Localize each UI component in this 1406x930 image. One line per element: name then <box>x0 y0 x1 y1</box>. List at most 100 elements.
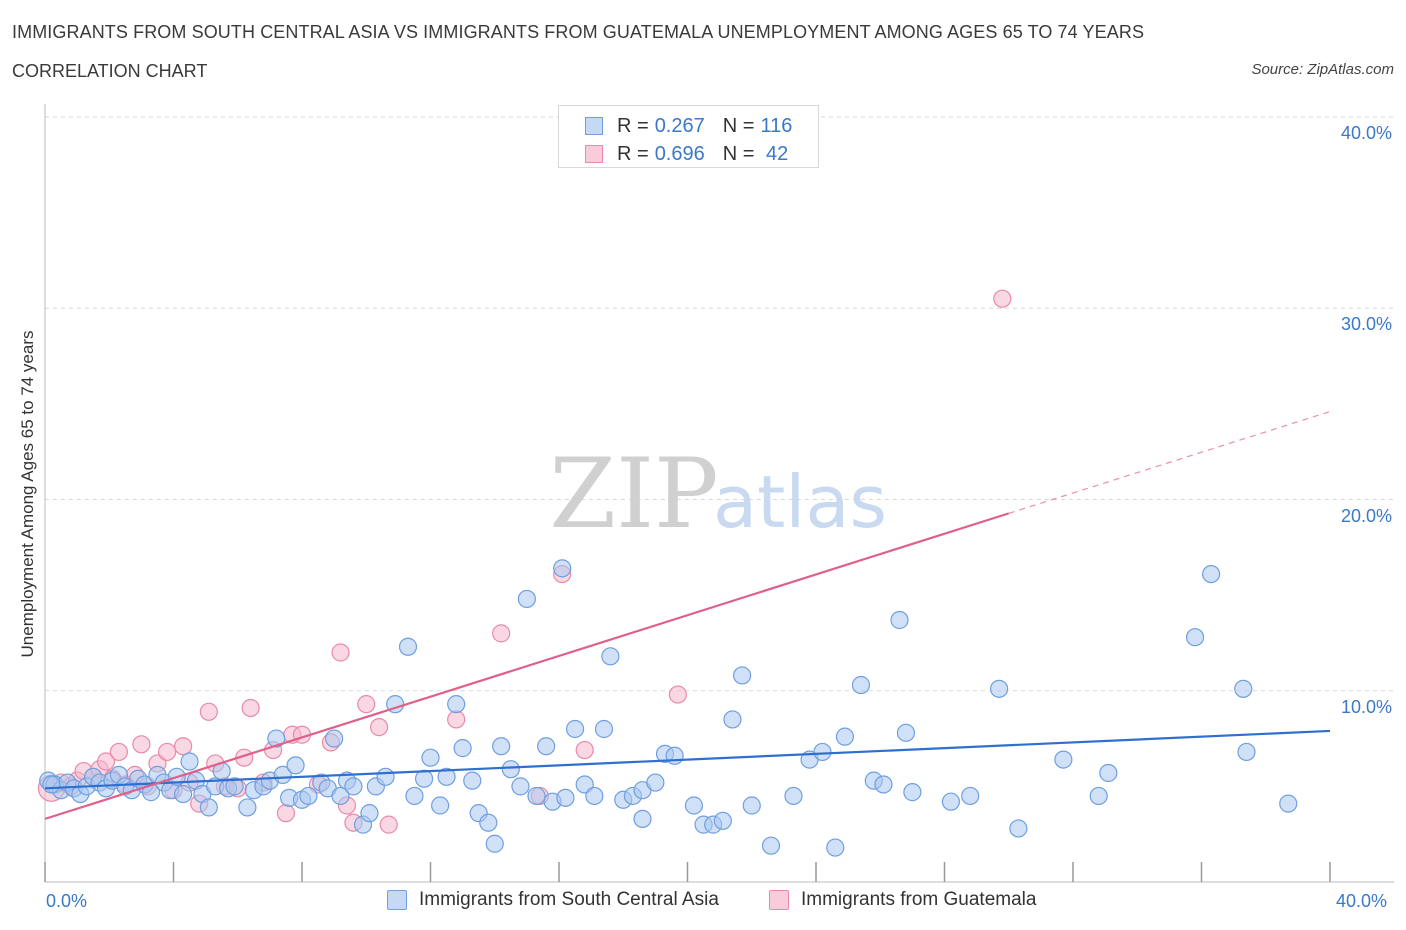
data-point-south-central-asia <box>537 737 556 756</box>
data-point-south-central-asia <box>585 786 604 806</box>
data-point-south-central-asia <box>890 610 909 630</box>
data-point-south-central-asia <box>398 637 418 656</box>
watermark: ZIP atlas <box>549 438 887 550</box>
data-point-south-central-asia <box>344 777 363 796</box>
data-point-south-central-asia <box>665 746 684 765</box>
bottom-legend-swatch-pink <box>769 890 789 910</box>
data-point-south-central-asia <box>713 811 732 830</box>
bottom-legend-label-pink: Immigrants from Guatemala <box>801 889 1037 910</box>
data-point-south-central-asia <box>485 834 504 853</box>
data-point-south-central-asia <box>331 786 350 806</box>
legend-r-label: R = <box>617 142 649 165</box>
data-point-south-central-asia <box>633 809 652 828</box>
watermark-atlas: atlas <box>713 460 887 544</box>
data-point-south-central-asia <box>1099 763 1118 783</box>
data-point-guatemala <box>157 742 177 762</box>
data-point-south-central-asia <box>903 783 922 802</box>
data-point-guatemala <box>447 710 466 729</box>
data-point-south-central-asia <box>238 798 257 817</box>
y-tick-label: 20.0% <box>1340 505 1392 526</box>
bottom-legend-label-blue: Immigrants from South Central Asia <box>419 889 719 910</box>
data-point-south-central-asia <box>742 796 761 815</box>
data-point-south-central-asia <box>784 786 803 806</box>
data-point-guatemala <box>379 815 398 834</box>
data-point-south-central-asia <box>431 796 450 815</box>
data-point-south-central-asia <box>463 771 482 790</box>
trend-line-guatemala <box>44 512 1010 820</box>
legend-row-blue: R = 0.267 N = 116 <box>585 115 792 137</box>
data-point-south-central-asia <box>1234 679 1253 698</box>
legend-n-value: 42 <box>760 142 789 165</box>
data-point-guatemala <box>492 624 511 643</box>
data-point-south-central-asia <box>501 760 520 779</box>
data-point-south-central-asia <box>511 777 530 796</box>
data-point-guatemala <box>357 695 376 714</box>
source-credit: Source: ZipAtlas.com <box>1251 61 1394 78</box>
data-point-guatemala <box>370 717 389 737</box>
data-point-south-central-asia <box>174 784 193 804</box>
bottom-legend-pink: Immigrants from Guatemala <box>769 889 1036 911</box>
data-point-south-central-asia <box>299 786 318 806</box>
data-point-guatemala <box>276 804 296 823</box>
data-point-south-central-asia <box>874 775 893 794</box>
data-point-south-central-asia <box>990 679 1009 698</box>
data-point-south-central-asia <box>273 765 292 785</box>
data-point-south-central-asia <box>421 748 440 767</box>
legend-r-label: R = <box>617 114 649 137</box>
data-point-guatemala <box>241 698 260 718</box>
data-point-guatemala <box>993 289 1012 308</box>
data-point-south-central-asia <box>684 796 704 815</box>
data-point-south-central-asia <box>835 727 855 746</box>
data-point-south-central-asia <box>723 710 742 729</box>
legend-n-label: N = <box>722 142 755 165</box>
data-point-south-central-asia <box>225 777 244 796</box>
data-point-south-central-asia <box>492 737 511 756</box>
data-point-south-central-asia <box>601 647 620 666</box>
y-tick-label: 10.0% <box>1340 696 1392 717</box>
data-point-south-central-asia <box>733 666 752 685</box>
data-point-guatemala <box>132 735 151 754</box>
data-point-south-central-asia <box>941 792 961 811</box>
data-point-south-central-asia <box>761 836 781 855</box>
data-point-south-central-asia <box>517 589 536 609</box>
y-tick-label: 40.0% <box>1340 123 1392 143</box>
data-point-south-central-asia <box>479 813 498 832</box>
data-point-south-central-asia <box>286 756 305 775</box>
series-south-central-asia-points <box>39 559 1298 857</box>
data-point-guatemala <box>331 643 350 662</box>
axes <box>44 104 1394 883</box>
legend-swatch-blue <box>585 117 603 135</box>
data-point-south-central-asia <box>376 767 395 786</box>
data-point-guatemala <box>109 742 128 762</box>
data-point-south-central-asia <box>267 729 286 748</box>
data-point-guatemala <box>199 702 218 721</box>
x-tick-label-max: 40.0% <box>1336 891 1388 911</box>
data-point-south-central-asia <box>556 788 575 807</box>
data-point-south-central-asia <box>826 838 845 857</box>
legend-n-value: 116 <box>760 114 793 137</box>
chart-subtitle: CORRELATION CHART <box>12 61 208 81</box>
data-point-south-central-asia <box>527 786 546 806</box>
data-point-south-central-asia <box>851 675 871 695</box>
data-point-south-central-asia <box>553 559 572 578</box>
data-point-south-central-asia <box>360 804 379 823</box>
data-point-south-central-asia <box>447 695 466 714</box>
trend-line-guatemala-extension <box>1008 410 1331 514</box>
legend-n-label: N = <box>722 114 755 137</box>
chart-title: IMMIGRANTS FROM SOUTH CENTRAL ASIA VS IM… <box>12 22 1145 42</box>
y-tick-label: 30.0% <box>1340 314 1392 335</box>
data-point-south-central-asia <box>565 719 585 739</box>
legend-r-value: 0.696 <box>654 142 705 165</box>
data-point-south-central-asia <box>180 752 199 771</box>
data-point-south-central-asia <box>1237 742 1256 762</box>
bottom-legend-swatch-blue <box>387 890 407 910</box>
data-point-guatemala <box>96 752 116 771</box>
data-point-south-central-asia <box>594 719 614 739</box>
data-point-south-central-asia <box>1009 819 1028 838</box>
data-point-south-central-asia <box>325 729 344 748</box>
data-point-south-central-asia <box>437 767 456 786</box>
trend-line-south-central-asia <box>44 729 1331 790</box>
trend-lines <box>44 410 1331 820</box>
data-point-south-central-asia <box>646 773 665 792</box>
